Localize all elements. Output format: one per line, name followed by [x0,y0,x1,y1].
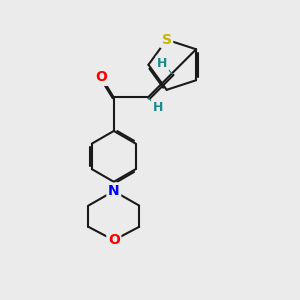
Text: O: O [95,70,107,84]
Text: O: O [108,233,120,247]
Text: H: H [153,101,163,114]
Text: N: N [108,184,120,198]
Text: S: S [162,33,172,47]
Text: H: H [157,57,167,70]
